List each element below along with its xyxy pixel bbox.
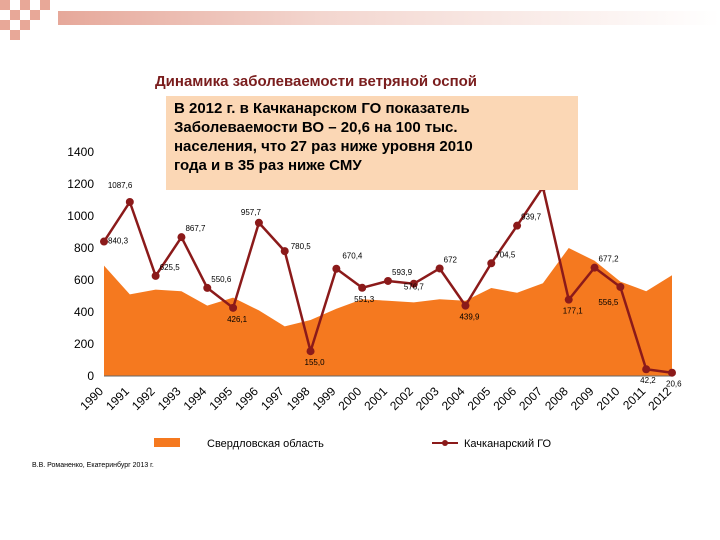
x-tick-label-1992: 1992 — [129, 384, 158, 413]
y-tick-label-1200: 1200 — [67, 177, 94, 191]
point-2006 — [513, 221, 522, 230]
y-axis: 0 200 400 600 800 1000 1200 1400 — [67, 145, 94, 383]
x-tick-label-2009: 2009 — [568, 384, 597, 413]
point-2009 — [590, 263, 599, 272]
point-1994 — [203, 283, 212, 292]
x-tick-label-2002: 2002 — [387, 384, 416, 413]
y-tick-label-200: 200 — [74, 337, 94, 351]
data-label-1992: 625,5 — [160, 263, 181, 272]
point-2004 — [461, 301, 470, 310]
point-1998 — [306, 347, 315, 356]
chart-title: Динамика заболеваемости ветряной оспой — [155, 73, 478, 90]
x-tick-label-1991: 1991 — [103, 384, 132, 413]
data-label-1996: 957,7 — [241, 208, 262, 217]
data-label-2008: 177,1 — [563, 307, 584, 316]
data-label-2006: 939,7 — [521, 213, 542, 222]
point-1997 — [280, 247, 289, 256]
data-label-1997: 780,5 — [291, 242, 312, 251]
x-tick-labels: 1990199119921993199419951996199719981999… — [77, 384, 674, 413]
annotation-box: В 2012 г. в Качканарском ГО показатель З… — [166, 96, 578, 190]
data-label-1994: 550,6 — [211, 275, 232, 284]
point-2002 — [409, 279, 418, 288]
legend-swatch-marker — [442, 440, 448, 446]
legend-label-sverdlovsk: Свердловская область — [207, 438, 324, 450]
y-tick-label-1000: 1000 — [67, 209, 94, 223]
annotation-line-4: года и в 35 раз ниже СМУ — [174, 157, 362, 174]
y-tick-label-600: 600 — [74, 273, 94, 287]
data-label-2002: 576,7 — [404, 283, 425, 292]
x-tick-label-1999: 1999 — [310, 384, 339, 413]
x-tick-label-2008: 2008 — [542, 384, 571, 413]
legend: Свердловская область Качканарский ГО — [154, 438, 551, 450]
data-label-1990: 840,3 — [108, 237, 129, 246]
y-tick-label-400: 400 — [74, 305, 94, 319]
point-2010 — [616, 282, 625, 291]
annotation-line-2: Заболеваемости ВО – 20,6 на 100 тыс. — [174, 119, 458, 136]
x-tick-label-2001: 2001 — [361, 384, 390, 413]
data-label-2003: 672 — [444, 255, 458, 264]
x-tick-label-1996: 1996 — [232, 384, 261, 413]
annotation-line-1: В 2012 г. в Качканарском ГО показатель — [174, 100, 470, 117]
point-1999 — [332, 264, 341, 273]
area-sverdlovsk — [104, 248, 672, 376]
point-2005 — [487, 259, 496, 268]
annotation-line-3: населения, что 27 раз ниже уровня 2010 — [174, 138, 473, 155]
x-tick-label-1994: 1994 — [181, 384, 210, 413]
point-2003 — [435, 264, 444, 273]
header-bar — [58, 11, 720, 25]
x-tick-label-1995: 1995 — [206, 384, 235, 413]
data-label-1998: 155,0 — [305, 358, 326, 367]
corner-decoration — [0, 0, 50, 40]
x-tick-label-1997: 1997 — [258, 384, 287, 413]
point-1990 — [100, 237, 108, 246]
data-label-2005: 704,5 — [495, 250, 516, 259]
data-label-2010: 556,5 — [598, 298, 619, 307]
point-2008 — [564, 295, 573, 304]
point-2012 — [668, 368, 676, 377]
point-1995 — [229, 303, 238, 312]
x-tick-label-2006: 2006 — [490, 384, 519, 413]
x-tick-label-1998: 1998 — [284, 384, 313, 413]
data-labels: 840,3 1087,6 625,5 867,7 550,6 426,1 957,7 780,… — [108, 181, 682, 389]
legend-swatch-sverdlovsk — [154, 438, 180, 447]
data-label-2000: 551,3 — [354, 295, 375, 304]
x-tick-label-2011: 2011 — [620, 384, 648, 412]
data-label-2001: 593,9 — [392, 268, 413, 277]
data-label-2004: 439,9 — [459, 313, 480, 322]
data-label-2012: 20,6 — [666, 380, 682, 389]
y-tick-label-1400: 1400 — [67, 145, 94, 159]
point-1992 — [151, 271, 160, 280]
x-tick-label-1990: 1990 — [77, 384, 106, 413]
point-1996 — [254, 218, 263, 227]
x-tick-label-2003: 2003 — [413, 384, 442, 413]
data-label-2009: 677,2 — [599, 255, 620, 264]
x-tick-label-2007: 2007 — [516, 384, 545, 413]
data-label-1999: 670,4 — [342, 252, 363, 261]
point-2001 — [384, 276, 392, 285]
series-area-sverdlovsk — [104, 248, 672, 376]
data-label-2011: 42,2 — [640, 376, 656, 385]
x-tick-label-2010: 2010 — [594, 384, 623, 413]
x-tick-label-1993: 1993 — [155, 384, 184, 413]
x-tick-label-2000: 2000 — [336, 384, 365, 413]
x-tick-label-2004: 2004 — [439, 384, 468, 413]
point-2000 — [358, 283, 367, 292]
footer-credit: В.В. Романенко, Екатеринбург 2013 г. — [32, 462, 154, 469]
data-label-1993: 867,7 — [185, 224, 206, 233]
legend-label-kachkanar: Качканарский ГО — [464, 438, 551, 450]
y-tick-label-0: 0 — [87, 369, 94, 383]
point-2011 — [642, 365, 651, 374]
data-label-1991: 1087,6 — [108, 181, 133, 190]
y-tick-label-800: 800 — [74, 241, 94, 255]
x-tick-label-2005: 2005 — [465, 384, 494, 413]
point-1991 — [125, 197, 134, 206]
data-label-1995: 426,1 — [227, 315, 248, 324]
point-1993 — [177, 233, 186, 242]
